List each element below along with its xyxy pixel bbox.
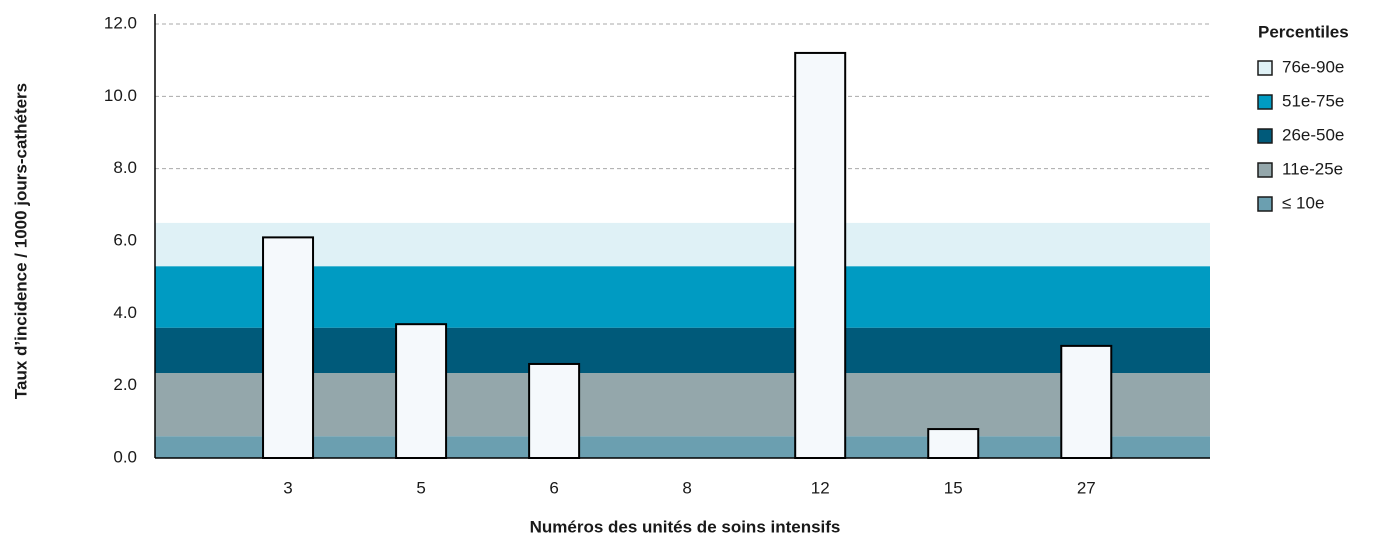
legend-swatch bbox=[1257, 162, 1273, 178]
y-tick-label: 8.0 bbox=[113, 158, 137, 177]
legend-label: 11e-25e bbox=[1282, 159, 1343, 178]
bar bbox=[794, 51, 847, 460]
x-axis-label: Numéros des unités de soins intensifs bbox=[530, 517, 841, 536]
x-tick-label: 5 bbox=[416, 478, 425, 497]
x-tick-label: 8 bbox=[682, 478, 691, 497]
y-tick-label: 6.0 bbox=[113, 230, 137, 249]
percentile-band bbox=[155, 222, 1210, 267]
percentile-band bbox=[155, 266, 1210, 328]
legend-title: Percentiles bbox=[1258, 22, 1349, 41]
legend-swatch bbox=[1257, 94, 1273, 110]
bar bbox=[927, 428, 980, 460]
legend-label: 51e-75e bbox=[1282, 91, 1344, 110]
percentile-band bbox=[155, 327, 1210, 374]
bar bbox=[1060, 344, 1113, 459]
bar bbox=[395, 323, 448, 459]
x-tick-label: 3 bbox=[283, 478, 292, 497]
x-tick-label: 15 bbox=[944, 478, 963, 497]
legend-label: 76e-90e bbox=[1282, 57, 1344, 76]
legend-label: ≤ 10e bbox=[1282, 193, 1324, 212]
y-axis-label: Taux d’incidence / 1000 jours-cathéters bbox=[11, 83, 30, 399]
y-tick-label: 4.0 bbox=[113, 303, 137, 322]
bar bbox=[262, 236, 315, 459]
percentile-band bbox=[155, 373, 1210, 437]
bar bbox=[528, 362, 581, 460]
x-tick-label: 12 bbox=[811, 478, 830, 497]
y-tick-label: 2.0 bbox=[113, 375, 137, 394]
y-tick-label: 12.0 bbox=[104, 13, 137, 32]
x-tick-label: 27 bbox=[1077, 478, 1096, 497]
legend-swatch bbox=[1257, 60, 1273, 76]
x-tick-label: 6 bbox=[549, 478, 558, 497]
legend-swatch bbox=[1257, 128, 1273, 144]
legend-swatch bbox=[1257, 196, 1273, 212]
y-tick-label: 0.0 bbox=[113, 447, 137, 466]
legend-label: 26e-50e bbox=[1282, 125, 1344, 144]
y-tick-label: 10.0 bbox=[104, 86, 137, 105]
